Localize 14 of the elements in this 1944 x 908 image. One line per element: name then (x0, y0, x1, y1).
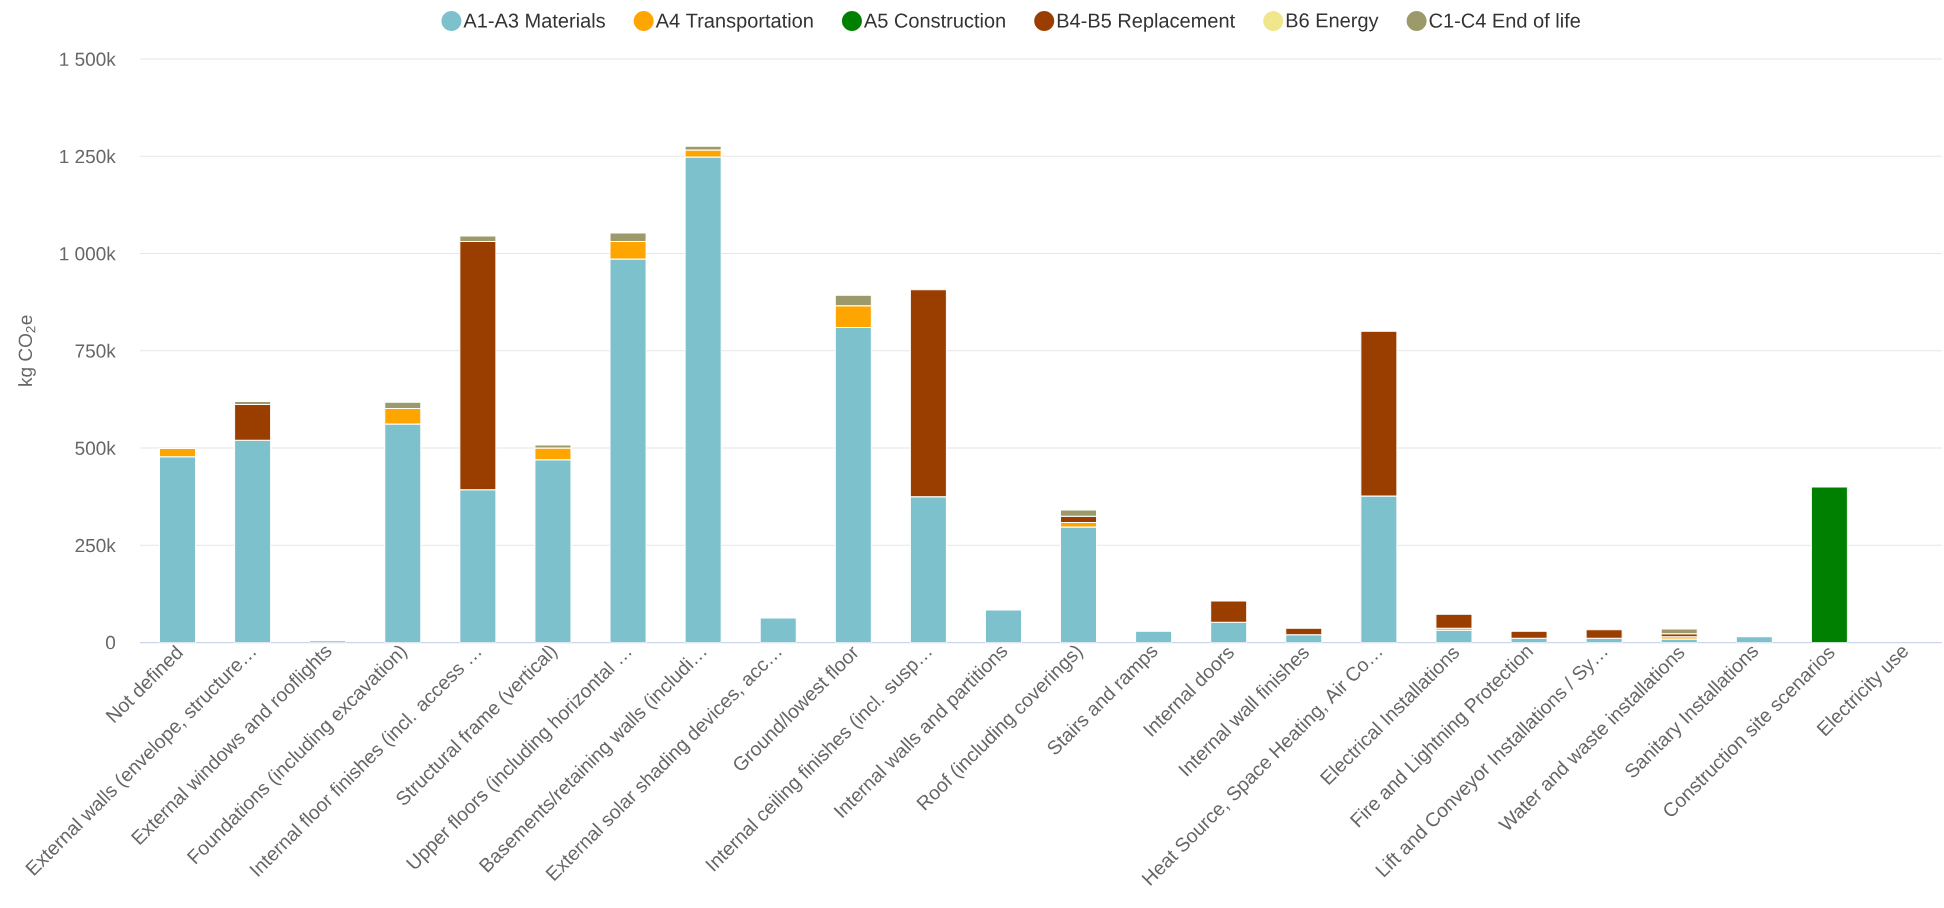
legend-label: A5 Construction (863, 13, 1005, 28)
legend-label: B4-B5 Replacement (1057, 13, 1236, 32)
legend-label: A1-A3 Materials (463, 13, 605, 28)
y-tick-label: 750k (75, 343, 116, 358)
y-axis-title: kg CO$_{2}$e (18, 315, 36, 386)
y-tick-label: 0 (105, 635, 116, 650)
y-tick-label: 500k (75, 441, 116, 456)
legend-label: B6 Energy (1286, 13, 1379, 32)
y-tick-label: 1 500k (60, 52, 116, 66)
legend-label: A4 Transportation (655, 13, 813, 32)
legend-label: C1-C4 End of life (1429, 13, 1580, 28)
y-tick-label: 250k (75, 538, 116, 553)
y-tick-label: 1 250k (60, 149, 116, 164)
y-tick-label: 1 000k (60, 246, 116, 261)
